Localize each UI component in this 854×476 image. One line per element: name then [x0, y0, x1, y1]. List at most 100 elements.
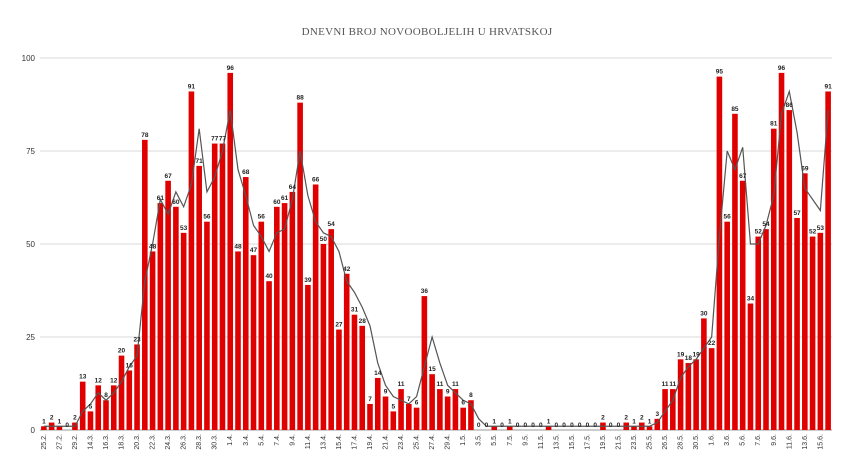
bar	[126, 370, 133, 430]
bar	[778, 72, 785, 430]
bar	[444, 396, 451, 430]
data-label: 40	[265, 273, 273, 280]
bar	[188, 91, 195, 430]
x-tick-label: 19.4.	[367, 434, 374, 450]
bar	[250, 255, 257, 430]
data-label: 48	[149, 243, 157, 250]
x-tick-label: 25.5.	[647, 434, 654, 450]
data-label: 0	[516, 422, 520, 429]
x-tick-label: 17.5.	[584, 434, 591, 450]
bar	[693, 359, 699, 430]
data-label: 95	[716, 69, 724, 76]
data-label: 52	[809, 229, 817, 236]
bar	[336, 329, 342, 430]
data-label: 47	[250, 247, 258, 254]
x-tick-label: 16.3.	[103, 434, 110, 450]
x-tick-label: 22.3.	[150, 434, 157, 450]
y-tick-label: 25	[26, 333, 35, 342]
bar	[266, 281, 272, 430]
grid-lines	[40, 57, 832, 431]
x-tick-label: 30.3.	[212, 434, 219, 450]
bar	[95, 385, 102, 430]
x-tick-label: 28.5.	[678, 434, 685, 450]
bar	[631, 426, 637, 430]
x-tick-label: 26.3.	[181, 434, 188, 450]
bar	[677, 359, 684, 430]
bar	[79, 381, 86, 430]
x-tick-label: 11.5.	[538, 434, 545, 449]
x-tick-label: 18.3.	[119, 434, 126, 450]
bar	[56, 426, 63, 430]
x-tick-label: 11.6.	[786, 434, 793, 449]
data-label: 67	[165, 173, 173, 180]
bar	[724, 221, 730, 430]
chart-title: DNEVNI BROJ NOVOOBOLJELIH U HRVATSKOJ	[301, 26, 553, 38]
data-label: 53	[817, 225, 825, 232]
data-label: 53	[180, 225, 188, 232]
x-tick-label: 14.3.	[87, 434, 94, 450]
bar	[545, 426, 552, 430]
bar	[297, 102, 303, 430]
x-tick-label: 1.5.	[460, 434, 467, 446]
data-label: 2	[624, 415, 628, 422]
x-tick-label: 1.6.	[709, 434, 716, 446]
bar	[242, 177, 249, 430]
bar	[305, 284, 311, 430]
data-label: 1	[58, 418, 62, 425]
bar-series	[41, 72, 831, 431]
x-tick-label: 5.6.	[740, 434, 747, 446]
data-label: 14	[374, 370, 382, 377]
data-label: 77	[211, 136, 219, 143]
data-label: 19	[693, 351, 701, 358]
x-tick-label: 29.4.	[445, 434, 452, 450]
bar	[374, 377, 381, 430]
x-tick-label: 9.4.	[289, 434, 296, 446]
data-label: 71	[196, 158, 204, 165]
bar	[755, 236, 762, 430]
data-label: 68	[242, 169, 250, 176]
bar	[802, 173, 808, 430]
data-label: 27	[335, 322, 343, 329]
data-label: 11	[662, 381, 669, 388]
x-tick-label: 3.6.	[724, 434, 731, 446]
bar	[359, 325, 366, 430]
data-label: 9	[446, 389, 450, 396]
data-label: 42	[343, 266, 351, 273]
x-tick-label: 26.5.	[662, 434, 669, 450]
bar	[320, 244, 327, 430]
data-label: 66	[312, 176, 320, 183]
x-tick-label: 29.2.	[72, 434, 79, 450]
x-tick-label: 9.5.	[522, 434, 529, 446]
bar	[770, 128, 777, 430]
x-tick-label: 24.3.	[165, 434, 172, 450]
data-label: 3	[655, 411, 659, 418]
bar	[180, 232, 187, 430]
bar	[716, 76, 723, 430]
y-tick-label: 100	[22, 54, 36, 63]
x-tick-label: 15.4.	[336, 434, 343, 450]
bar	[437, 389, 443, 430]
x-tick-label: 17.4.	[351, 434, 358, 450]
bar	[196, 165, 202, 430]
data-label: 96	[778, 65, 786, 72]
data-label: 1	[632, 418, 636, 425]
bar	[460, 407, 466, 430]
bar	[173, 206, 179, 430]
data-label: 78	[141, 132, 149, 139]
x-tick-label: 5.5.	[491, 434, 498, 446]
bar	[825, 91, 831, 430]
bar	[429, 374, 435, 430]
data-label: 64	[289, 184, 297, 191]
bar	[406, 403, 412, 430]
data-label: 60	[172, 199, 180, 206]
data-label: 0	[593, 422, 597, 429]
bar	[468, 400, 474, 430]
y-axis: 0 25 50 75 100	[22, 54, 36, 435]
bar	[398, 389, 404, 430]
data-label: 91	[188, 83, 196, 90]
data-label: 7	[407, 396, 411, 403]
data-label: 12	[110, 377, 118, 384]
data-label: 9	[384, 389, 388, 396]
